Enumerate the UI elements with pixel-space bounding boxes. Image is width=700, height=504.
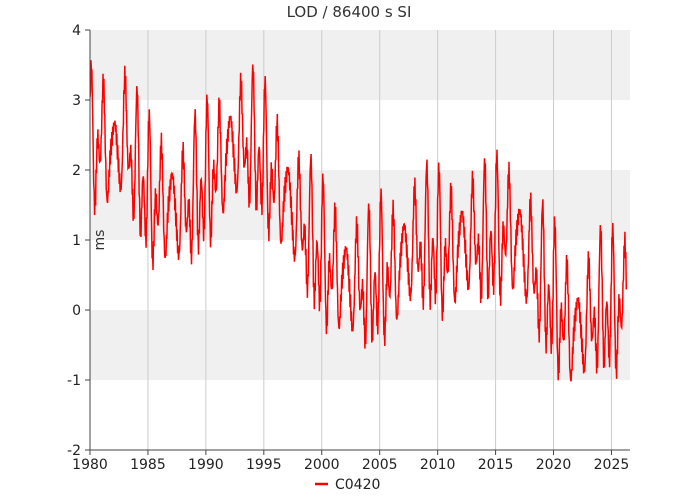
y-tick-label: 1 [72,233,81,249]
x-tick-label: 1980 [72,457,108,473]
y-tick-label: 0 [72,303,81,319]
x-tick-label: 2010 [420,457,456,473]
series-line [90,60,628,382]
x-tick-label: 2025 [594,457,630,473]
tick-labels: -2 -1 0 1 2 3 4 1980 1985 1990 1995 2000 2005 2010 201… [67,23,629,473]
y-tick-label: -1 [67,373,81,389]
y-tick-label: 4 [72,23,81,39]
legend[interactable]: C0420 [315,477,380,493]
x-tick-label: 2000 [304,457,340,473]
plot-band [90,380,630,450]
y-tick-label: 3 [72,93,81,109]
x-tick-label: 1990 [188,457,224,473]
plot-band [90,30,630,100]
y-tick-label: 2 [72,163,81,179]
x-tick-label: 1995 [246,457,282,473]
plot-band [90,310,630,380]
y-axis-label: ms [92,230,108,251]
legend-label: C0420 [335,477,380,493]
plot-band [90,100,630,170]
x-tick-label: 2020 [536,457,572,473]
x-tick-label: 2015 [478,457,514,473]
series-layer [90,60,628,382]
plot-background-bands [90,30,630,450]
chart-title: LOD / 86400 s SI [287,3,412,21]
y-tick-label: -2 [67,443,81,459]
x-tick-label: 2005 [362,457,398,473]
x-tick-label: 1985 [130,457,166,473]
